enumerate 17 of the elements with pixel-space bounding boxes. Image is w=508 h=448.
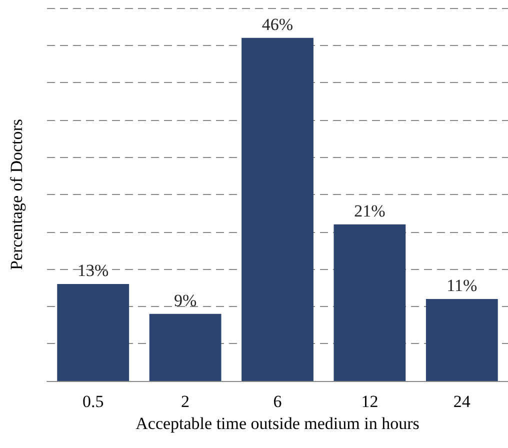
bar: [334, 224, 406, 381]
x-tick-label: 0.5: [82, 392, 104, 411]
bar: [242, 38, 314, 381]
x-tick-label: 6: [273, 392, 282, 411]
x-tick-label: 24: [453, 392, 471, 411]
y-axis-title: Percentage of Doctors: [7, 118, 26, 270]
data-label: 9%: [174, 290, 197, 310]
x-tick-label: 2: [181, 392, 190, 411]
bar: [149, 314, 222, 381]
x-axis-title: Acceptable time outside medium in hours: [136, 414, 420, 433]
data-label: 46%: [262, 14, 294, 34]
data-label: 13%: [78, 261, 109, 280]
bar: [57, 284, 130, 381]
data-label: 21%: [354, 201, 386, 220]
x-tick-label: 12: [361, 392, 378, 411]
data-label: 11%: [446, 276, 478, 295]
bar: [426, 298, 498, 381]
